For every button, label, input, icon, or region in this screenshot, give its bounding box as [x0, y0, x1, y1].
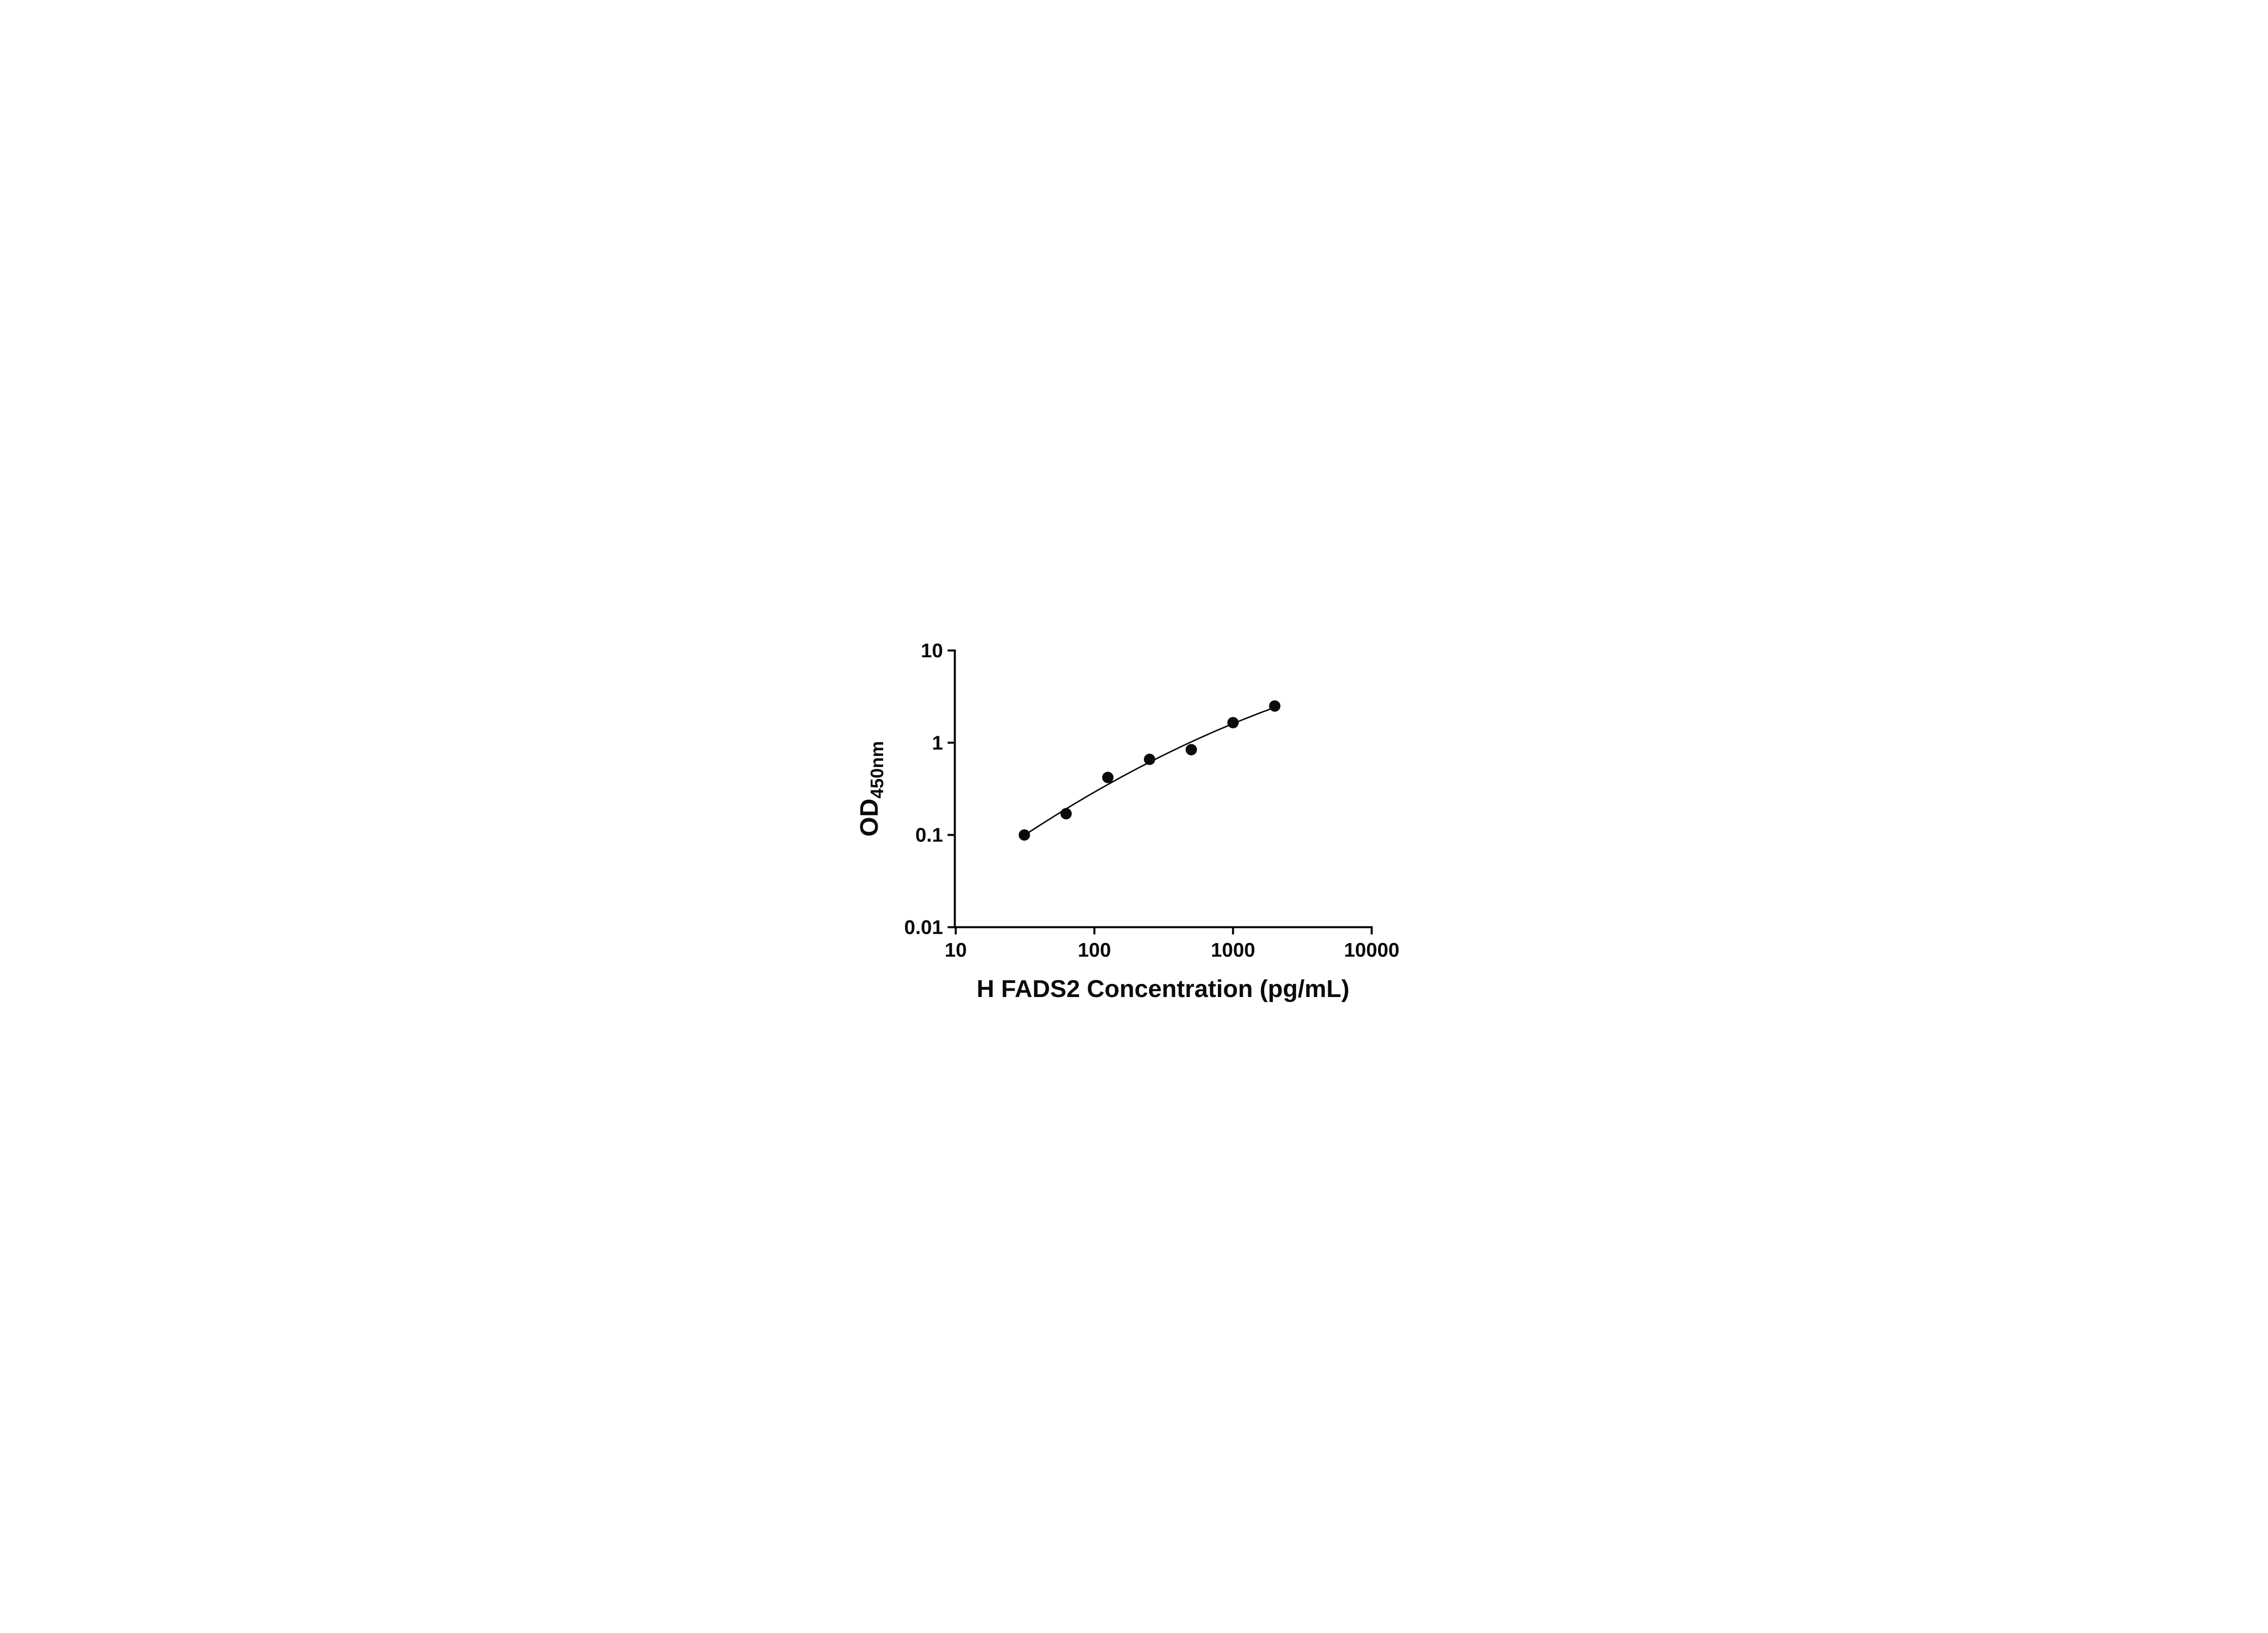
- y-tick-label: 0.01: [904, 916, 943, 939]
- data-point: [1060, 808, 1072, 820]
- y-tick-label: 1: [932, 732, 943, 754]
- plot-area: 10 100 1000 10000 10 1 0.1 0.01: [904, 640, 1399, 961]
- y-tick-label: 0.1: [915, 824, 943, 846]
- data-point: [1227, 717, 1239, 728]
- data-point: [1269, 700, 1281, 712]
- data-point: [1102, 772, 1114, 783]
- y-axis-title-subscript: 450nm: [867, 741, 887, 799]
- x-tick-label: 1000: [1211, 939, 1255, 961]
- data-point: [1144, 753, 1155, 765]
- x-axis-title: H FADS2 Concentration (pg/mL): [977, 975, 1349, 1002]
- x-tick-label: 100: [1078, 939, 1111, 961]
- y-tick-label: 10: [921, 640, 943, 662]
- x-tick-label: 10: [945, 939, 967, 961]
- y-axis-title-main: OD: [855, 798, 883, 836]
- data-point: [1185, 744, 1197, 756]
- x-tick-label: 10000: [1344, 939, 1399, 961]
- standard-curve-chart: 10 100 1000 10000 10 1 0.1 0.01 H FADS2 Concent…: [842, 612, 1426, 1021]
- y-axis-title: OD450nm: [855, 741, 887, 837]
- data-point: [1018, 829, 1030, 841]
